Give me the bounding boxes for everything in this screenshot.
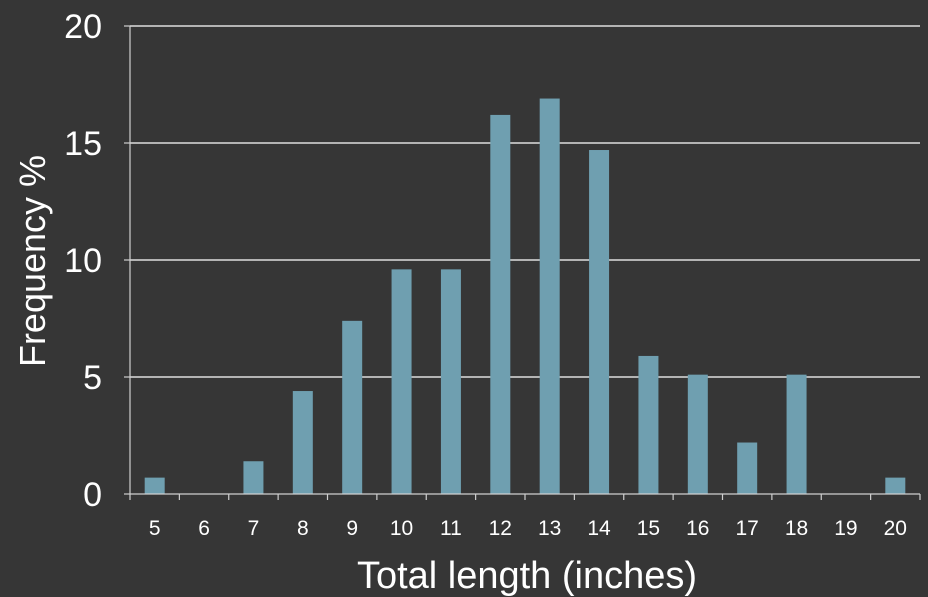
- x-tick-label-12: 12: [489, 517, 512, 540]
- bar-8: [292, 391, 313, 494]
- bars: [144, 98, 906, 495]
- bar-17: [737, 442, 758, 494]
- y-tick-label-5: 5: [83, 359, 102, 397]
- x-tick-label-8: 8: [297, 517, 309, 540]
- x-tick-label-14: 14: [587, 517, 611, 540]
- x-tick-label-17: 17: [736, 517, 759, 540]
- bar-13: [539, 98, 560, 494]
- x-axis-title: Total length (inches): [357, 555, 697, 597]
- x-tick-label-19: 19: [834, 517, 857, 540]
- x-tick-label-13: 13: [538, 517, 561, 540]
- x-tick-label-15: 15: [637, 517, 660, 540]
- bar-12: [490, 114, 511, 495]
- x-tick-label-20: 20: [884, 517, 907, 540]
- bar-5: [144, 477, 165, 494]
- bar-16: [687, 374, 708, 494]
- y-tick-labels: 0 5 10 15 20: [64, 8, 102, 514]
- bar-15: [638, 355, 659, 494]
- bar-7: [243, 461, 264, 494]
- axes: [124, 25, 921, 500]
- x-tick-label-11: 11: [440, 517, 462, 540]
- x-tick-label-10: 10: [390, 517, 413, 540]
- bar-9: [342, 320, 363, 494]
- bar-14: [589, 150, 610, 494]
- x-tick-label-6: 6: [198, 517, 210, 540]
- y-tick-label-20: 20: [64, 8, 102, 46]
- y-tick-label-0: 0: [83, 476, 102, 514]
- bar-10: [391, 269, 412, 494]
- bar-11: [440, 269, 461, 494]
- bar-20: [885, 477, 906, 494]
- x-tick-label-16: 16: [686, 517, 709, 540]
- y-tick-label-10: 10: [64, 242, 102, 280]
- y-axis-title: Frequency %: [12, 155, 53, 367]
- x-tick-label-18: 18: [785, 517, 808, 540]
- x-tick-label-7: 7: [248, 517, 260, 540]
- x-tick-label-5: 5: [149, 517, 161, 540]
- y-tick-label-15: 15: [64, 125, 102, 163]
- x-tick-label-9: 9: [346, 517, 358, 540]
- x-tick-labels: 5 6 7 8 9 10 11 12 13 14 15 16 17 18 19 20: [149, 517, 907, 540]
- bar-18: [786, 374, 807, 494]
